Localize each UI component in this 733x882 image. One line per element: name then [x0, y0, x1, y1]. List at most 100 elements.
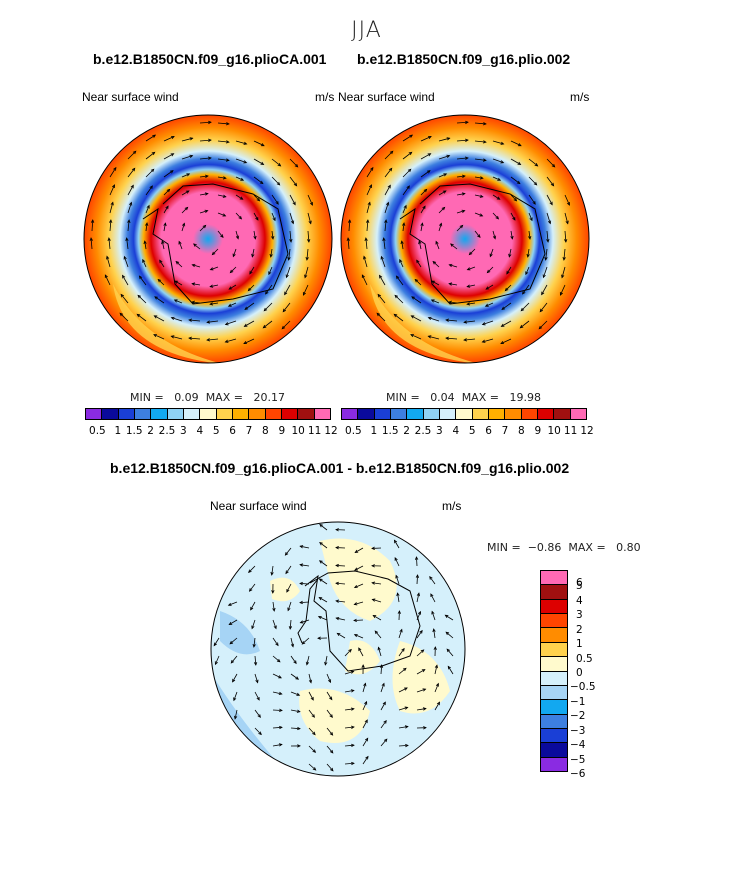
- wind-vector: [145, 168, 155, 178]
- wind-vector: [230, 266, 237, 273]
- wind-vector-head: [204, 209, 209, 213]
- wind-vector: [393, 314, 404, 322]
- wind-vector-head: [290, 220, 295, 225]
- wind-vector: [416, 649, 424, 657]
- wind-vector-head: [329, 732, 334, 736]
- wind-vector-head: [230, 659, 235, 664]
- panel2-colorbar: [341, 408, 587, 420]
- colorbar-swatch: [118, 409, 135, 419]
- wind-vector: [171, 317, 183, 322]
- wind-vector-head: [389, 150, 394, 155]
- colorbar-tick-label: 4: [576, 594, 583, 607]
- wind-vector-head: [262, 324, 267, 329]
- wind-vector: [510, 176, 521, 184]
- wind-vector-head: [136, 313, 141, 318]
- wind-vector-head: [227, 303, 232, 307]
- wind-vector: [285, 547, 292, 556]
- wind-vector-head: [562, 256, 566, 261]
- wind-vector-head: [131, 167, 136, 172]
- wind-vector-head: [439, 222, 443, 227]
- wind-vector: [254, 691, 260, 701]
- wind-vector-head: [526, 253, 530, 258]
- wind-vector-head: [255, 679, 259, 684]
- wind-vector-head: [329, 696, 333, 701]
- wind-vector-head: [422, 205, 426, 210]
- wind-vector: [232, 248, 237, 257]
- wind-vector-head: [240, 177, 245, 181]
- wind-vector: [564, 194, 570, 206]
- wind-vector: [456, 225, 463, 232]
- wind-vector: [137, 295, 147, 304]
- wind-vector-head: [416, 592, 421, 597]
- wind-vector: [289, 619, 292, 629]
- wind-vector: [290, 691, 300, 696]
- wind-vector-head: [361, 664, 365, 668]
- wind-vector: [326, 745, 334, 754]
- wind-vector-head: [508, 253, 512, 258]
- wind-vector-head: [404, 706, 409, 710]
- wind-vector-head: [243, 160, 248, 164]
- wind-vector-head: [422, 707, 427, 711]
- wind-vector-head: [228, 621, 233, 626]
- wind-vector-head: [435, 240, 439, 245]
- wind-vector-head: [466, 302, 471, 306]
- wind-vector: [431, 280, 440, 286]
- wind-vector-head: [350, 670, 355, 674]
- wind-vector-head: [445, 631, 450, 636]
- wind-vector: [109, 202, 114, 214]
- wind-vector-head: [414, 556, 419, 560]
- wind-vector: [163, 170, 174, 178]
- colorbar-tick-label: 4: [196, 425, 204, 437]
- wind-vector: [90, 238, 93, 250]
- wind-vector-head: [279, 725, 283, 730]
- wind-vector: [181, 137, 193, 142]
- wind-vector-head: [290, 643, 295, 648]
- wind-vector-head: [403, 204, 407, 209]
- wind-vector-head: [152, 134, 157, 138]
- wind-vector-head: [410, 334, 414, 338]
- wind-vector: [181, 207, 188, 214]
- wind-vector-head: [307, 239, 311, 243]
- wind-vector: [354, 565, 364, 571]
- wind-vector: [253, 194, 260, 202]
- wind-vector: [319, 524, 328, 531]
- wind-vector-head: [351, 743, 355, 748]
- colorbar-swatch: [554, 409, 571, 419]
- wind-vector-head: [122, 274, 126, 279]
- wind-vector-head: [271, 590, 275, 594]
- wind-vector-head: [260, 161, 265, 165]
- wind-vector: [380, 701, 386, 711]
- wind-vector-head: [232, 678, 236, 683]
- wind-vector-head: [408, 151, 413, 156]
- wind-vector-head: [427, 335, 432, 339]
- wind-vector: [272, 744, 282, 747]
- wind-vector: [126, 238, 129, 250]
- wind-vector: [420, 170, 431, 178]
- wind-vector: [289, 176, 297, 187]
- wind-vector-head: [256, 696, 260, 701]
- wind-vector: [374, 630, 382, 639]
- panel1-case-title: b.e12.B1850CN.f09_g16.plioCA.001: [93, 51, 327, 67]
- wind-vector: [416, 611, 421, 621]
- wind-vector-head: [213, 642, 217, 647]
- wind-vector-head: [420, 222, 424, 227]
- wind-vector: [402, 185, 410, 196]
- wind-vector: [127, 185, 134, 196]
- wind-vector-head: [232, 253, 236, 258]
- wind-vector-head: [436, 701, 440, 706]
- wind-vector: [243, 338, 255, 344]
- diff-polar-map: [210, 521, 466, 777]
- panel2-variable-label: Near surface wind: [338, 90, 435, 104]
- wind-vector: [250, 601, 256, 611]
- wind-vector-head: [204, 192, 209, 196]
- wind-vector-head: [284, 291, 288, 296]
- wind-vector: [289, 212, 294, 224]
- wind-vector-head: [354, 567, 359, 571]
- colorbar-tick-label: 6: [229, 425, 236, 437]
- wind-vector: [235, 212, 242, 220]
- wind-vector: [229, 637, 238, 645]
- wind-vector: [398, 744, 409, 747]
- wind-vector-head: [244, 306, 249, 310]
- wind-vector: [225, 320, 237, 325]
- wind-vector-head: [500, 141, 505, 145]
